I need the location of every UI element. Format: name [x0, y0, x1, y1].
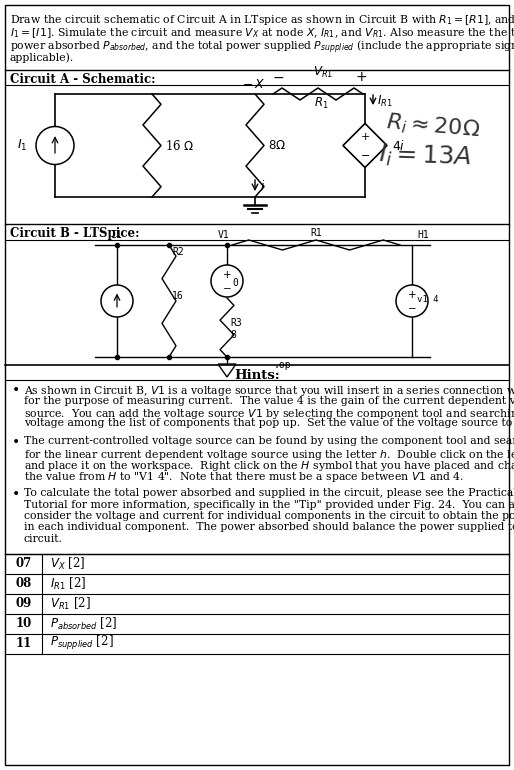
Text: •: • [12, 436, 20, 450]
Text: source.  You can add the voltage source $V1$ by selecting the component tool and: source. You can add the voltage source $… [24, 407, 514, 421]
Circle shape [211, 265, 243, 297]
Text: Circuit B - LTSpice:: Circuit B - LTSpice: [10, 227, 139, 240]
Text: To calculate the total power absorbed and supplied in the circuit, please see th: To calculate the total power absorbed an… [24, 488, 514, 498]
Text: $-$: $-$ [272, 70, 284, 84]
Text: $R_1$: $R_1$ [314, 96, 328, 111]
Text: 09: 09 [15, 597, 32, 610]
Text: 07: 07 [15, 557, 32, 570]
Text: $+$: $+$ [222, 270, 232, 280]
Text: in each individual component.  The power absorbed should balance the power suppl: in each individual component. The power … [24, 523, 514, 533]
Text: •: • [12, 384, 20, 398]
Text: Tutorial for more information, specifically in the "Tip" provided under Fig. 24.: Tutorial for more information, specifica… [24, 500, 514, 510]
Text: 11: 11 [15, 637, 32, 650]
Text: $8\Omega$: $8\Omega$ [268, 139, 286, 152]
Circle shape [101, 285, 133, 317]
Text: 0: 0 [232, 278, 238, 288]
Text: the value from $H$ to "V1 4".  Note that there must be a space between $V1$ and : the value from $H$ to "V1 4". Note that … [24, 470, 464, 484]
Text: $V_X$ [2]: $V_X$ [2] [50, 555, 85, 571]
Text: 08: 08 [15, 577, 32, 590]
Text: v1 4: v1 4 [417, 294, 438, 303]
Text: $-$: $-$ [222, 282, 232, 292]
Text: As shown in Circuit B, $V1$ is a voltage source that you will insert in a series: As shown in Circuit B, $V1$ is a voltage… [24, 384, 514, 398]
Text: R1: R1 [310, 228, 322, 238]
Text: $X$: $X$ [254, 78, 266, 91]
Text: 16 $\Omega$: 16 $\Omega$ [165, 139, 194, 152]
Text: $4i$: $4i$ [392, 139, 406, 152]
Text: $I_{R1}$ [2]: $I_{R1}$ [2] [50, 575, 86, 591]
Text: $V_{R1}$: $V_{R1}$ [313, 65, 333, 80]
Text: $P_{supplied}$ [2]: $P_{supplied}$ [2] [50, 634, 114, 652]
Text: power absorbed $P_{absorbed}$, and the total power supplied $P_{supplied}$ (incl: power absorbed $P_{absorbed}$, and the t… [10, 39, 514, 56]
Text: voltage among the list of components that pop up.  Set the value of the voltage : voltage among the list of components tha… [24, 419, 514, 428]
Text: R3: R3 [230, 317, 242, 327]
Text: Hints:: Hints: [234, 369, 280, 382]
Polygon shape [343, 123, 387, 168]
Text: 10: 10 [15, 617, 32, 630]
Text: R2: R2 [172, 247, 183, 257]
Text: for the linear current dependent voltage source using the letter $h$.  Double cl: for the linear current dependent voltage… [24, 447, 514, 461]
Text: $-$: $-$ [360, 149, 370, 159]
Text: $V_{R1}$ [2]: $V_{R1}$ [2] [50, 595, 91, 611]
Text: $I_i=13A$: $I_i=13A$ [378, 142, 472, 172]
Text: The current-controlled voltage source can be found by using the component tool a: The current-controlled voltage source ca… [24, 436, 514, 446]
Text: H1: H1 [417, 230, 429, 240]
Text: $i$: $i$ [260, 179, 265, 193]
Text: .op: .op [273, 360, 291, 370]
Text: $+$: $+$ [360, 131, 370, 142]
Text: $-$: $-$ [243, 78, 253, 91]
Text: $I_1 = [I1]$. Simulate the circuit and measure $V_X$ at node $X$, $I_{R1}$, and : $I_1 = [I1]$. Simulate the circuit and m… [10, 26, 514, 40]
Text: and place it on the workspace.  Right click on the $H$ symbol that you have plac: and place it on the workspace. Right cli… [24, 459, 514, 473]
Text: $+$: $+$ [355, 70, 367, 84]
Text: I1: I1 [111, 230, 123, 240]
Text: $I_1$: $I_1$ [16, 138, 27, 153]
Text: $R_i\approx20\Omega$: $R_i\approx20\Omega$ [385, 110, 481, 142]
Text: 16: 16 [172, 291, 183, 301]
Text: V1: V1 [218, 230, 230, 240]
Text: Draw the circuit schematic of Circuit A in LTspice as shown in Circuit B with $R: Draw the circuit schematic of Circuit A … [10, 13, 514, 27]
Circle shape [396, 285, 428, 317]
Text: applicable).: applicable). [10, 52, 74, 62]
Text: $+$: $+$ [407, 290, 417, 300]
Text: $P_{absorbed}$ [2]: $P_{absorbed}$ [2] [50, 615, 117, 631]
Text: Circuit A - Schematic:: Circuit A - Schematic: [10, 73, 156, 86]
Text: $-$: $-$ [407, 302, 417, 312]
Text: consider the voltage and current for individual components in the circuit to obt: consider the voltage and current for ind… [24, 511, 514, 521]
Circle shape [36, 126, 74, 165]
Text: for the purpose of measuring current.  The value 4 is the gain of the current de: for the purpose of measuring current. Th… [24, 396, 514, 406]
Text: circuit.: circuit. [24, 534, 63, 544]
Text: •: • [12, 488, 20, 502]
Text: 8: 8 [230, 330, 236, 340]
Text: $I_{R1}$: $I_{R1}$ [377, 93, 393, 109]
